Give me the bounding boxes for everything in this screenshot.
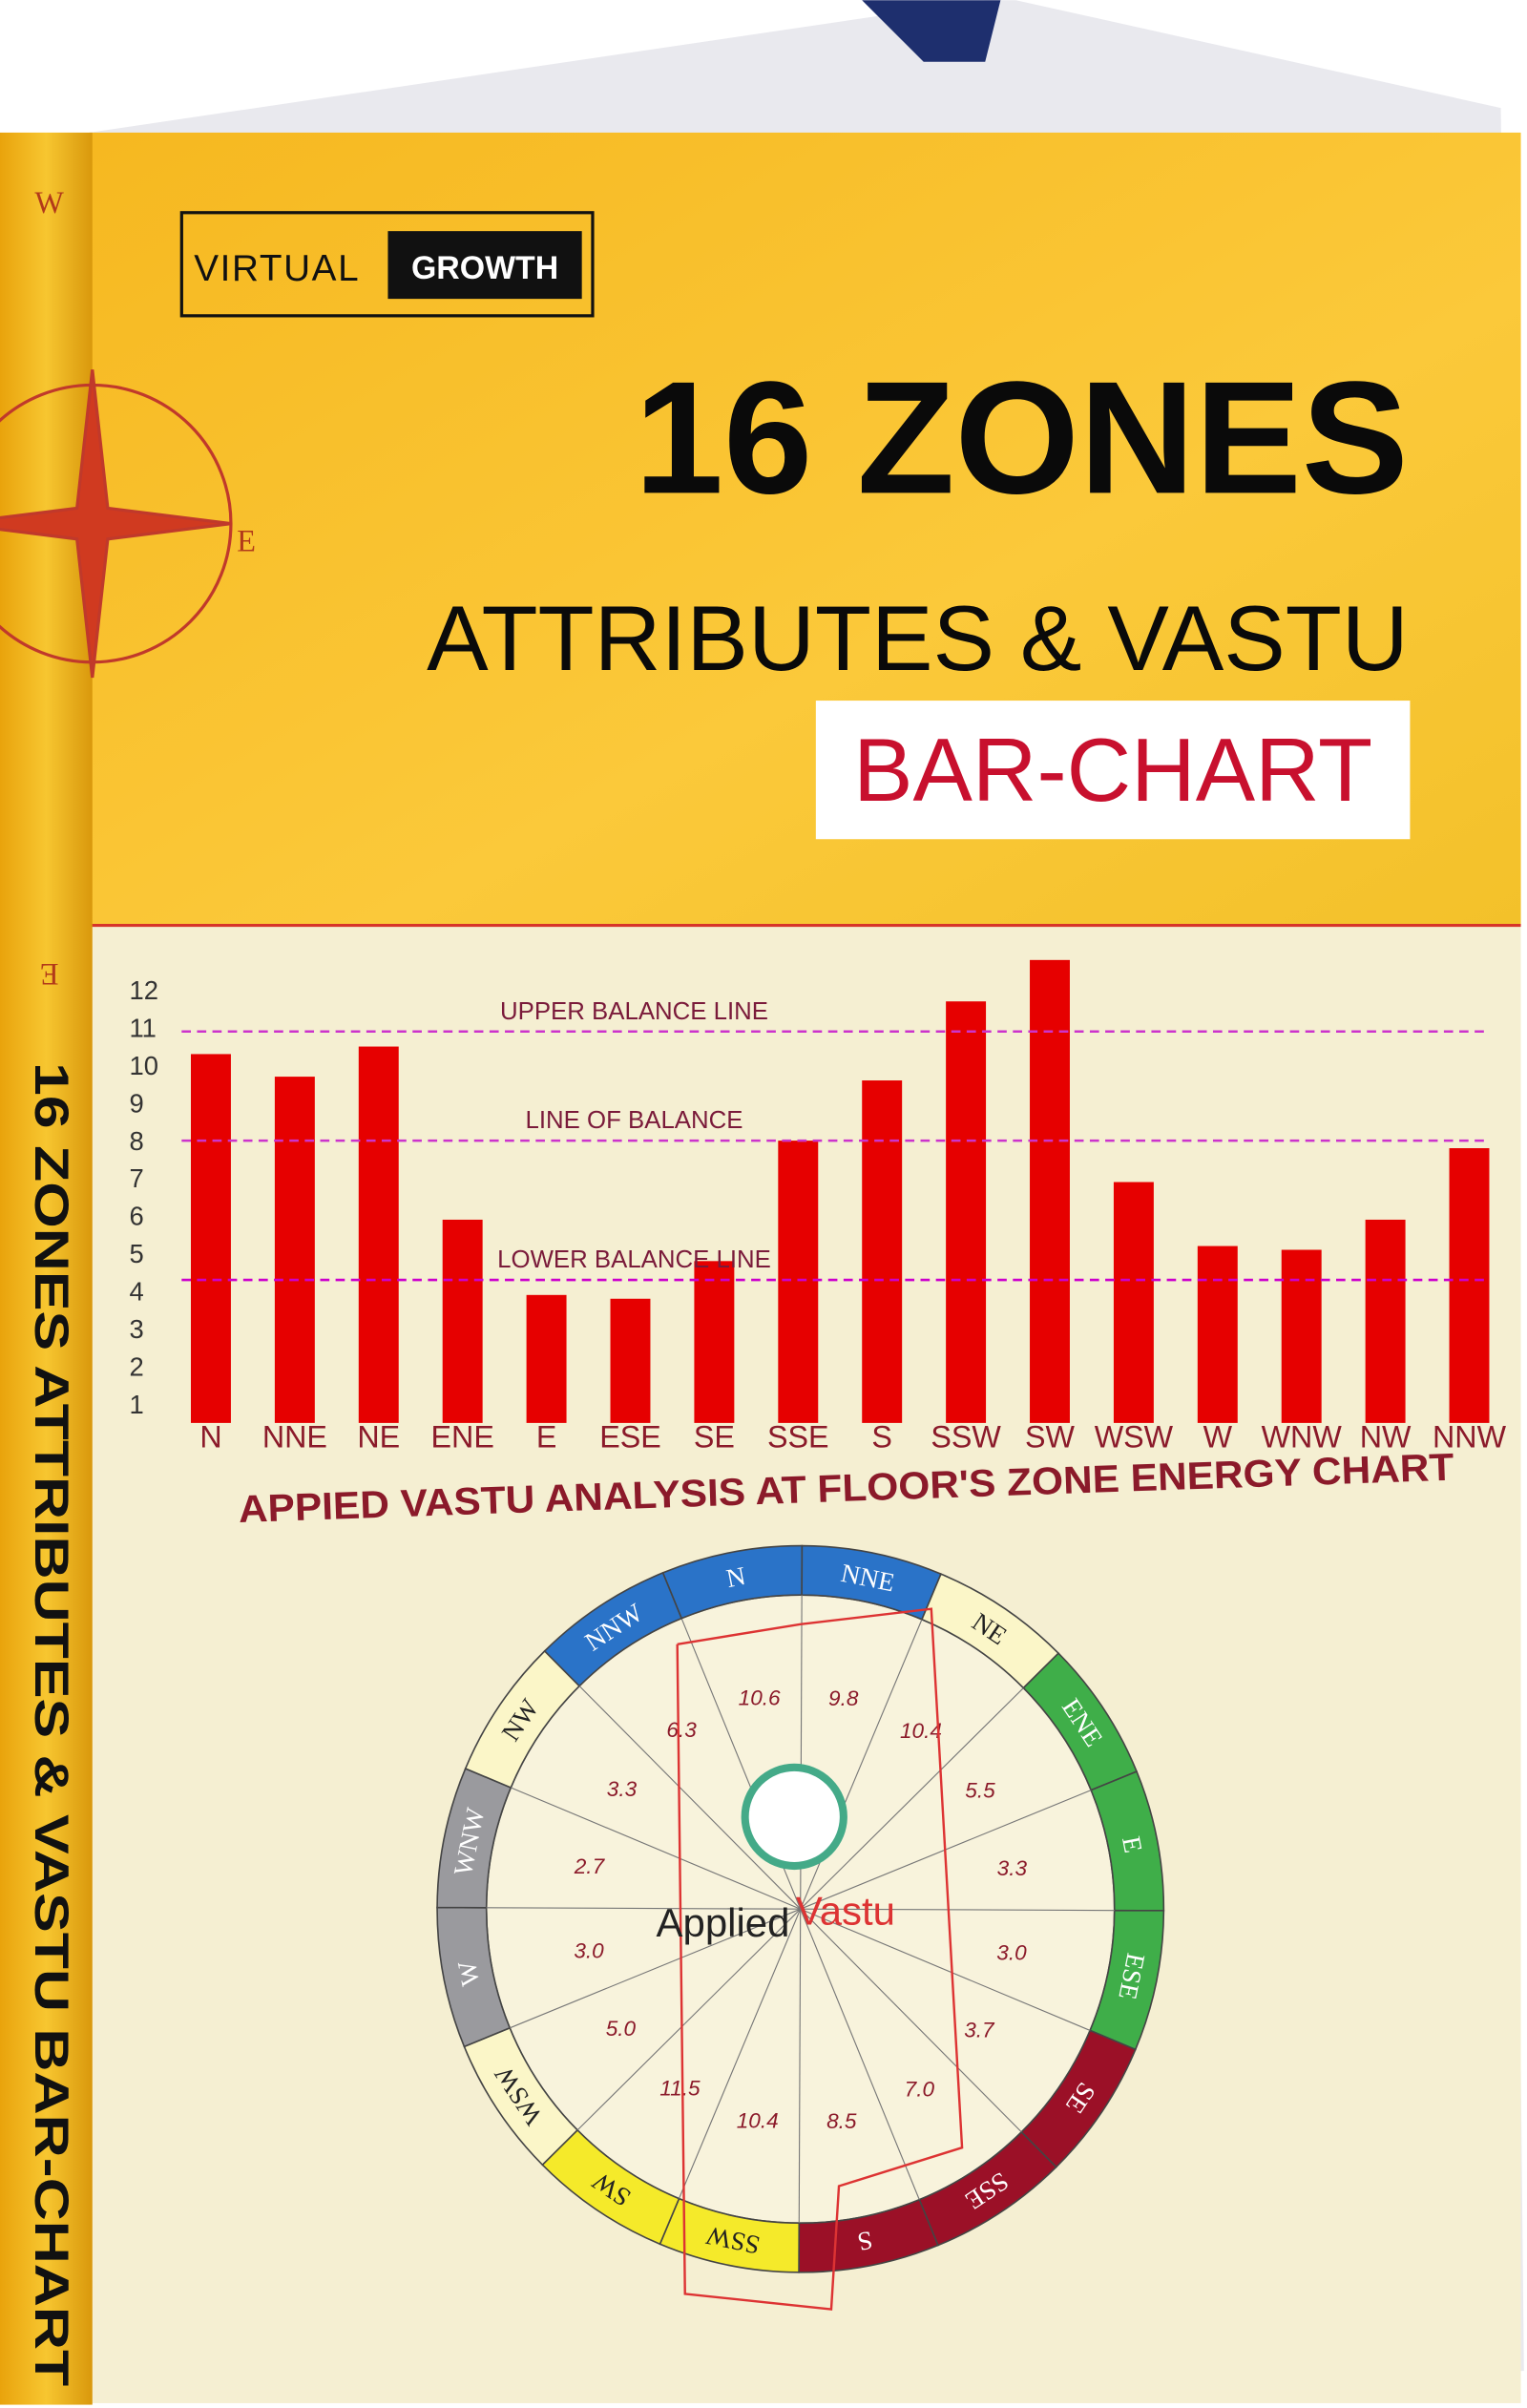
zone-value: 6.3 [666, 1718, 697, 1742]
y-tick-label: 9 [129, 1088, 143, 1118]
bar [358, 1046, 399, 1423]
zone-value: 7.0 [905, 2078, 935, 2102]
zone-divider [800, 1908, 1022, 2133]
bar [862, 1080, 903, 1423]
zone-value: 10.4 [737, 2109, 779, 2133]
x-tick-label: S [871, 1419, 892, 1454]
zone-value: 11.5 [659, 2076, 701, 2100]
zone-label: W [452, 1958, 485, 1988]
tag-box [815, 701, 1411, 840]
bar [610, 1298, 651, 1423]
y-tick-label: 5 [129, 1239, 143, 1268]
bar [778, 1141, 819, 1423]
balance-label: LINE OF BALANCE [526, 1107, 743, 1134]
y-tick-label: 1 [129, 1390, 143, 1419]
y-tick-label: 3 [129, 1314, 143, 1344]
zone-label: S [855, 2226, 875, 2256]
zone-divider [509, 1908, 801, 2029]
bar [191, 1054, 231, 1423]
title: 16 ZONES [635, 347, 1409, 527]
zone-value: 3.0 [996, 1940, 1027, 1964]
bar [526, 1294, 567, 1423]
zone-divider [486, 1907, 801, 1910]
zone-segment [543, 1571, 683, 1687]
zone-value: 10.4 [900, 1719, 942, 1743]
x-tick-label: SSE [767, 1419, 829, 1454]
balance-label: LOWER BALANCE LINE [497, 1246, 771, 1273]
floor-plan [676, 1607, 964, 2311]
brand-frame [179, 211, 595, 318]
y-tick-label: 6 [129, 1202, 143, 1231]
x-tick-label: SSW [931, 1419, 1001, 1454]
zone-divider [578, 1686, 802, 1910]
logo-left: Applied [657, 1900, 790, 1945]
bar [1281, 1249, 1322, 1423]
x-tick-label: E [536, 1419, 557, 1454]
x-tick-label: NW [1360, 1419, 1412, 1454]
y-tick-label: 10 [129, 1051, 157, 1080]
zone-label: E [1117, 1834, 1148, 1855]
bar [274, 1077, 315, 1423]
y-tick-label: 12 [129, 975, 157, 1005]
zone-value: 5.5 [965, 1779, 995, 1803]
logo-ring [741, 1763, 847, 1871]
x-tick-label: SW [1025, 1419, 1076, 1454]
x-tick-label: NNE [262, 1419, 327, 1454]
zone-divider [800, 1908, 920, 2200]
bar [1365, 1219, 1406, 1423]
logo-right: Vastu [796, 1888, 895, 1933]
compass-letter: E [237, 524, 256, 558]
y-tick-label: 7 [129, 1163, 143, 1193]
x-tick-label: W [1203, 1419, 1233, 1454]
x-tick-label: WNW [1262, 1419, 1343, 1454]
zone-value: 10.6 [739, 1686, 781, 1710]
zone-value: 5.0 [606, 2017, 637, 2041]
bar [1197, 1246, 1238, 1423]
spine-title: 16 ZONES ATTRIBUTES & VASTU BAR-CHART [25, 1062, 78, 2386]
x-tick-label: NNW [1433, 1419, 1507, 1454]
x-tick-label: ENE [431, 1419, 494, 1454]
zone-value: 9.8 [828, 1686, 859, 1710]
compass-rose [0, 369, 233, 679]
x-tick-label: SE [694, 1419, 735, 1454]
y-tick-label: 11 [129, 1014, 156, 1043]
x-tick-label: WSW [1095, 1419, 1174, 1454]
zone-divider [800, 1908, 1115, 1912]
tag: BAR-CHART [853, 720, 1372, 820]
bar [442, 1219, 483, 1423]
zone-divider [678, 1908, 802, 2199]
x-tick-label: ESE [599, 1419, 661, 1454]
zone-divider [800, 1687, 1024, 1910]
zone-value: 3.0 [574, 1938, 604, 1962]
brand-left: VIRTUAL [194, 248, 360, 289]
brand-box [387, 231, 582, 300]
zone-value: 2.7 [574, 1854, 606, 1878]
bar [946, 1001, 987, 1423]
zone-value: 3.3 [607, 1777, 638, 1801]
compass-letter: E [40, 957, 59, 992]
zone-value: 3.7 [964, 2019, 995, 2042]
zone-value: 3.3 [997, 1856, 1028, 1880]
zone-divider [798, 1909, 802, 2224]
bar [1449, 1148, 1490, 1423]
y-tick-label: 8 [129, 1126, 143, 1156]
subtitle: ATTRIBUTES & VASTU [427, 586, 1409, 690]
x-tick-label: N [199, 1419, 221, 1454]
zone-divider [511, 1787, 801, 1910]
back-cover-edge [862, 0, 1001, 62]
y-tick-label: 2 [129, 1351, 143, 1381]
balance-label: UPPER BALANCE LINE [500, 998, 768, 1025]
zone-value: 8.5 [826, 2109, 857, 2133]
zone-divider [800, 1908, 1091, 2031]
bar [1113, 1182, 1154, 1423]
x-tick-label: NE [357, 1419, 400, 1454]
y-tick-label: 4 [129, 1277, 143, 1307]
brand-right: GROWTH [411, 250, 558, 286]
bar [1030, 959, 1070, 1423]
bar [694, 1261, 735, 1423]
zone-divider [576, 1908, 802, 2131]
compass-letter: W [34, 185, 64, 220]
